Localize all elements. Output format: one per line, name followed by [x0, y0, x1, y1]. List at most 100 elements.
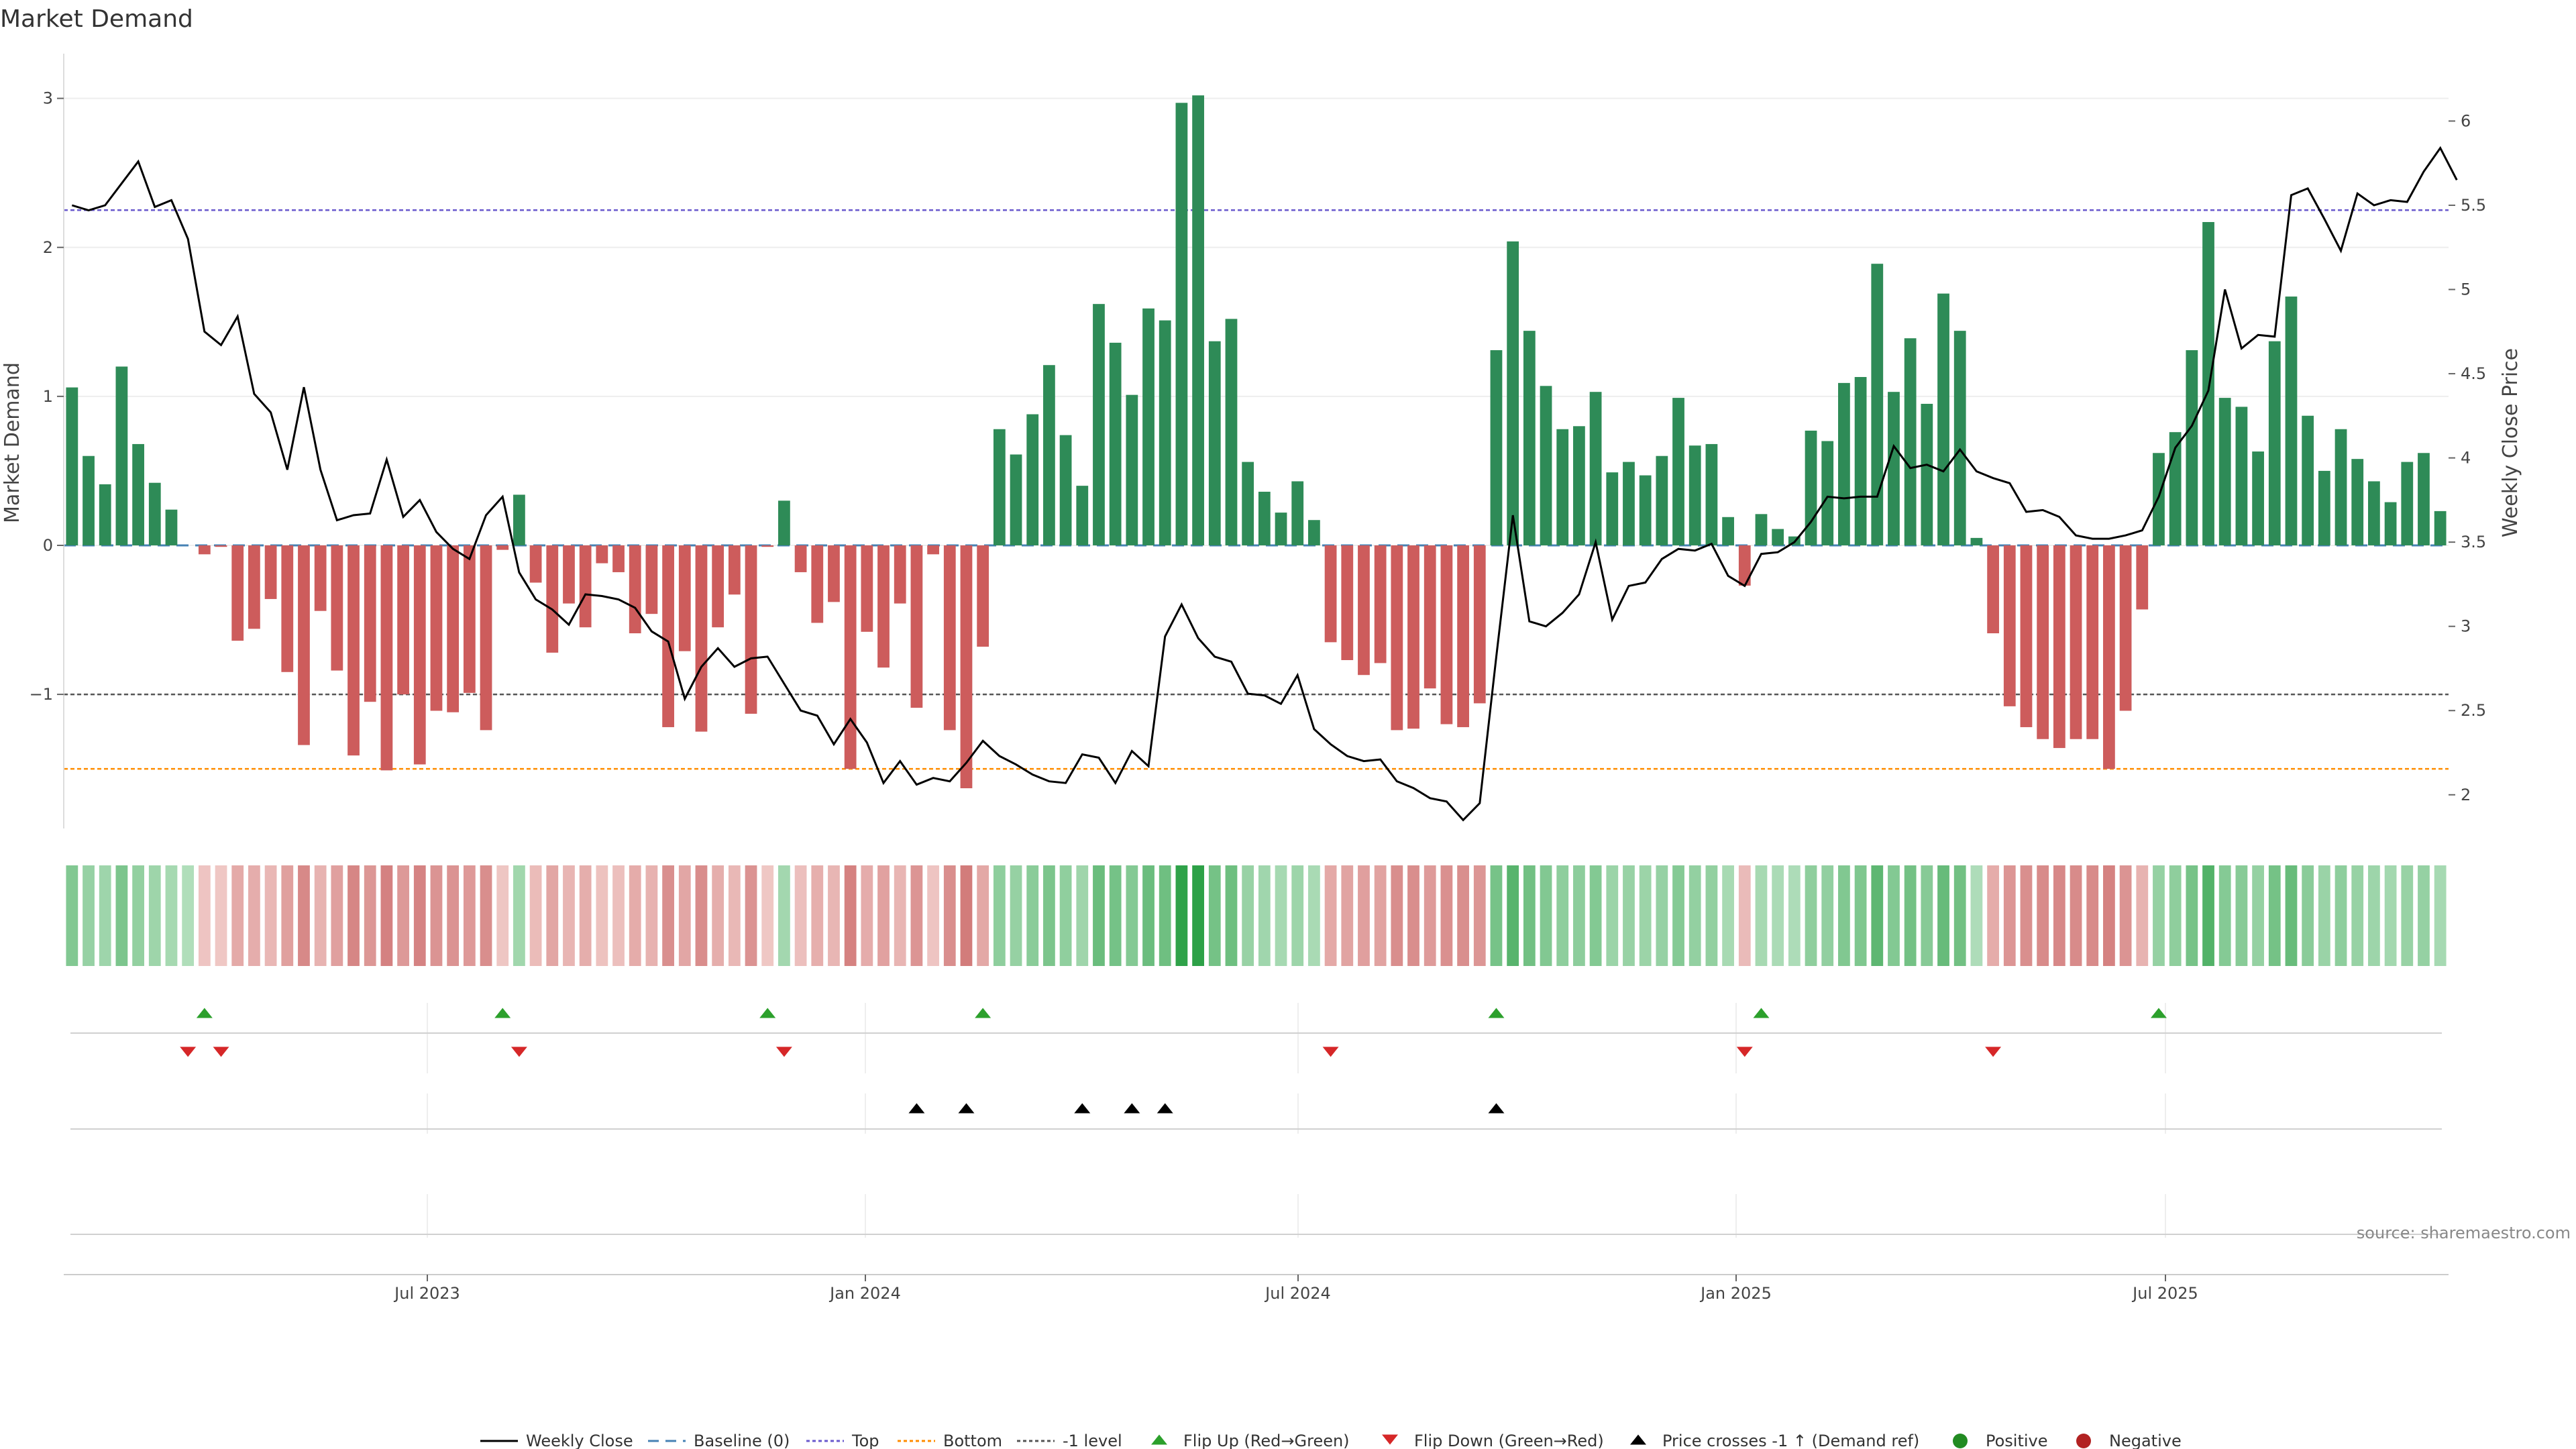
demand-bar [1589, 392, 1602, 545]
heatstrip-cell [380, 865, 393, 966]
demand-bar [1358, 545, 1370, 676]
heatstrip-cell [66, 865, 78, 966]
heatstrip-cell [1126, 865, 1138, 966]
heatstrip-cell [463, 865, 476, 966]
heatstrip-cell [99, 865, 111, 966]
source-credit: source: sharemaestro.com [2357, 1224, 2571, 1242]
heatstrip-cell [1788, 865, 1801, 966]
heatstrip-cell [1953, 865, 1966, 966]
demand-bar [2285, 297, 2298, 545]
demand-bar [1953, 331, 1966, 545]
heatstrip-cell [1242, 865, 1254, 966]
reference-lines [64, 209, 2449, 770]
demand-bar [2153, 453, 2165, 545]
heatstrip-cell [314, 865, 327, 966]
heatstrip-cell [1573, 865, 1585, 966]
demand-bar [1573, 426, 1585, 545]
demand-bar [2334, 429, 2347, 545]
heatstrip-cell [960, 865, 973, 966]
demand-bar [1159, 320, 1171, 545]
legend-label-weekly-close: Weekly Close [526, 1432, 633, 1449]
heatstrip-cell [513, 865, 525, 966]
legend-swatch-flip-up [1151, 1434, 1167, 1445]
heatstrip-cell [1374, 865, 1387, 966]
heatstrip-cell [1755, 865, 1768, 966]
demand-bar [2351, 459, 2364, 545]
demand-bar [397, 545, 409, 695]
demand-bar [165, 509, 178, 545]
flip-up-marker [1753, 1008, 1770, 1018]
heatstrip-cell [1589, 865, 1602, 966]
heatstrip-cell [1093, 865, 1105, 966]
demand-bar [198, 545, 211, 555]
demand-bar [2186, 350, 2198, 545]
legend-label-flip-up: Flip Up (Red→Green) [1183, 1432, 1350, 1449]
heatstrip-cell [1507, 865, 1519, 966]
heatstrip-cell [2153, 865, 2165, 966]
heatstrip-cell [2169, 865, 2182, 966]
demand-bar [1225, 319, 1238, 545]
heatstrip-cell [712, 865, 724, 966]
heatstrip-cell [1705, 865, 1718, 966]
demand-bar [1904, 338, 1917, 545]
demand-bar [1440, 545, 1453, 724]
demand-bar [2252, 451, 2264, 545]
demand-bar [413, 545, 426, 765]
demand-bar [2318, 470, 2330, 545]
demand-bar [1523, 331, 1536, 545]
heatstrip-cell [1656, 865, 1668, 966]
demand-bar [1921, 403, 1933, 545]
demand-bar [1490, 350, 1503, 545]
heatstrip-cell [231, 865, 244, 966]
demand-bar [1888, 392, 1900, 545]
heatstrip-cell [2368, 865, 2380, 966]
demand-bar [1556, 429, 1569, 545]
heatstrip-cell [215, 865, 227, 966]
demand-bar [761, 545, 774, 547]
heatstrip-cell [2434, 865, 2447, 966]
price-cross-marker [1074, 1103, 1091, 1114]
heatstrip-cell [430, 865, 443, 966]
demand-bar [447, 545, 460, 712]
flip-down-marker [511, 1046, 527, 1057]
y-tick-label: 2 [43, 238, 53, 257]
heatstrip-cell [612, 865, 625, 966]
demand-bar [1821, 441, 1834, 545]
legend-label-minus-one: -1 level [1063, 1432, 1122, 1449]
heatstrip-cell [2186, 865, 2198, 966]
heatstrip-cell [198, 865, 211, 966]
y-tick-label: −1 [30, 685, 53, 704]
demand-bar [811, 545, 824, 623]
heatstrip-cell [2285, 865, 2298, 966]
demand-bar [712, 545, 724, 628]
demand-bar [231, 545, 244, 641]
legend-swatch-price-cross [1630, 1434, 1646, 1445]
heatstrip-cell [1457, 865, 1469, 966]
heatstrip-cell [2384, 865, 2397, 966]
heatstrip-cell [1308, 865, 1320, 966]
heatstrip-cell [1688, 865, 1701, 966]
legend-label-flip-down: Flip Down (Green→Red) [1414, 1432, 1604, 1449]
heatstrip-cell [165, 865, 178, 966]
y-tick-label: 3 [43, 89, 53, 108]
demand-bar [1540, 386, 1552, 545]
heatstrip-cell [1772, 865, 1784, 966]
heatstrip-cell [662, 865, 674, 966]
heatstrip-cell [745, 865, 757, 966]
demand-bar [1291, 481, 1304, 545]
demand-bar [2268, 341, 2281, 545]
y2-tick-label: 3.5 [2461, 533, 2486, 551]
heatstrip-cell [2318, 865, 2330, 966]
heatstrip-cell [877, 865, 890, 966]
heatstrip-cell [761, 865, 774, 966]
heatstrip-cell [778, 865, 790, 966]
demand-bar [579, 545, 592, 628]
demand-bar [1738, 545, 1751, 586]
demand-bar [927, 545, 939, 555]
heatstrip-cell [264, 865, 277, 966]
demand-bar [2086, 545, 2099, 739]
heatstrip-cell [993, 865, 1006, 966]
legend-label-negative: Negative [2109, 1432, 2182, 1449]
heatstrip-cell [1473, 865, 1486, 966]
heatstrip-cell [546, 865, 559, 966]
